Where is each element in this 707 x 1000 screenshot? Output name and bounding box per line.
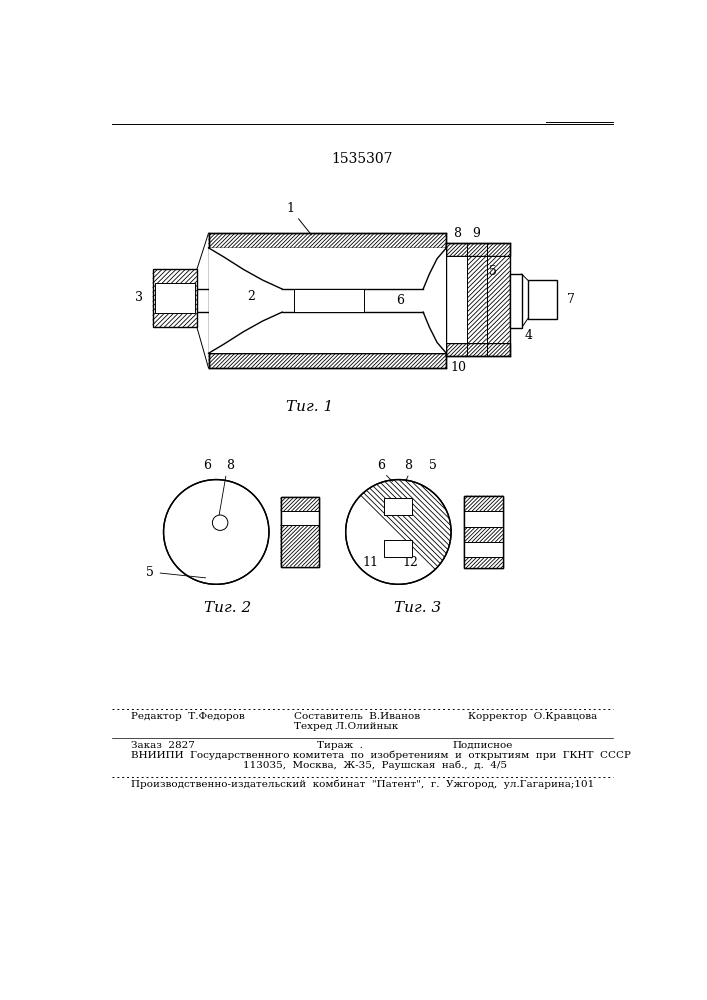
Bar xyxy=(209,353,446,368)
Circle shape xyxy=(212,515,228,530)
Text: Τиг. 3: Τиг. 3 xyxy=(394,601,441,615)
Text: 8: 8 xyxy=(453,227,461,240)
Text: ВНИИПИ  Государственного комитета  по  изобретениям  и  открытиям  при  ГКНТ  СС: ВНИИПИ Государственного комитета по изоб… xyxy=(131,750,631,760)
Bar xyxy=(486,256,510,343)
Text: 1535307: 1535307 xyxy=(331,152,392,166)
Text: Подписное: Подписное xyxy=(452,741,513,750)
Bar xyxy=(464,496,503,511)
Text: Составитель  В.Иванов: Составитель В.Иванов xyxy=(293,712,420,721)
Bar xyxy=(209,233,446,248)
Bar xyxy=(464,496,503,568)
Bar xyxy=(446,243,510,256)
Bar xyxy=(293,289,363,312)
Bar xyxy=(464,557,503,568)
Bar xyxy=(281,497,320,511)
Bar xyxy=(467,256,486,343)
Bar xyxy=(153,269,197,327)
Bar xyxy=(209,233,446,368)
Text: 2: 2 xyxy=(247,290,255,303)
Text: 9: 9 xyxy=(472,227,480,240)
Bar xyxy=(464,511,503,527)
Bar xyxy=(446,343,510,356)
Bar xyxy=(446,243,510,356)
Text: 6: 6 xyxy=(378,459,385,472)
Text: 6: 6 xyxy=(203,459,211,472)
Text: 11: 11 xyxy=(362,556,378,569)
Text: 8: 8 xyxy=(404,459,411,472)
Bar xyxy=(528,280,557,319)
Text: 4: 4 xyxy=(525,329,532,342)
Text: Редактор  Т.Федоров: Редактор Т.Федоров xyxy=(131,712,245,721)
Text: 7: 7 xyxy=(566,293,574,306)
Text: Тираж  .: Тираж . xyxy=(317,741,363,750)
Bar xyxy=(464,496,503,568)
Text: 113035,  Москва,  Ж-35,  Раушская  наб.,  д.  4/5: 113035, Москва, Ж-35, Раушская наб., д. … xyxy=(243,760,508,770)
Bar xyxy=(155,283,194,312)
Text: Заказ  2827: Заказ 2827 xyxy=(131,741,195,750)
Bar xyxy=(446,256,467,343)
Text: 1: 1 xyxy=(286,202,311,235)
Text: Производственно-издательский  комбинат  "Патент",  г.  Ужгород,  ул.Гагарина;101: Производственно-издательский комбинат "П… xyxy=(131,779,595,789)
Text: 10: 10 xyxy=(450,361,466,374)
Text: Τиг. 1: Τиг. 1 xyxy=(286,400,333,414)
Text: 3: 3 xyxy=(135,291,143,304)
Bar xyxy=(464,542,503,557)
Text: Τиг. 2: Τиг. 2 xyxy=(204,601,252,615)
Bar xyxy=(385,498,412,515)
Text: 5: 5 xyxy=(489,265,497,278)
Bar xyxy=(209,248,446,353)
Circle shape xyxy=(346,480,451,584)
Text: 5: 5 xyxy=(146,566,154,579)
Bar xyxy=(281,525,320,567)
Bar xyxy=(510,274,522,328)
Bar xyxy=(281,511,320,525)
Bar xyxy=(464,527,503,542)
Bar xyxy=(281,497,320,567)
Bar xyxy=(281,497,320,567)
Circle shape xyxy=(163,480,269,584)
Text: Техред Л.Олийнык: Техред Л.Олийнык xyxy=(293,722,398,731)
Bar xyxy=(385,540,412,557)
Text: 5: 5 xyxy=(429,459,437,472)
Text: Корректор  О.Кравцова: Корректор О.Кравцова xyxy=(468,712,597,721)
Text: 8: 8 xyxy=(226,459,234,472)
Text: 6: 6 xyxy=(396,294,404,307)
Text: 12: 12 xyxy=(402,556,418,569)
